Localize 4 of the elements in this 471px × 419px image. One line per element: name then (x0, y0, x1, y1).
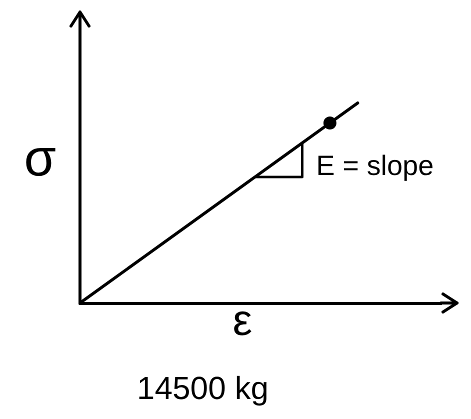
y-axis-title: σ (24, 130, 56, 188)
annotation: E = slope (316, 150, 434, 181)
x-axis-title: ε (232, 296, 252, 345)
text: 14500 kg (136, 370, 269, 406)
